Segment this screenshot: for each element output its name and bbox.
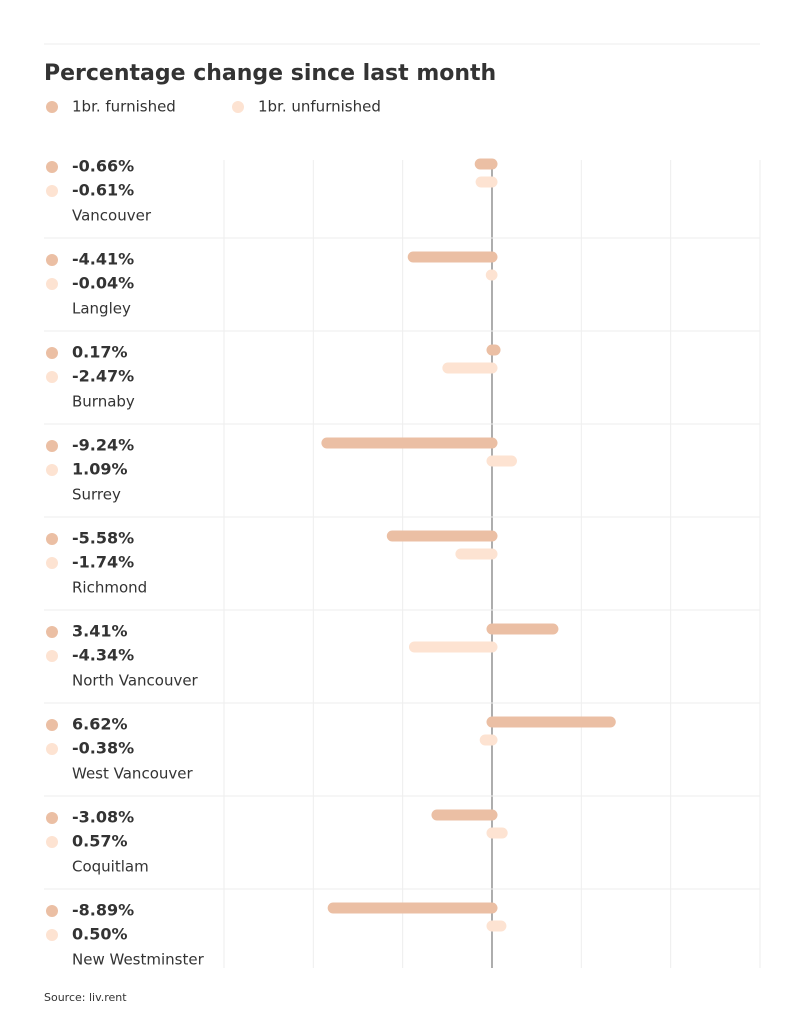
value-label: 3.41%: [72, 622, 128, 641]
category-label: North Vancouver: [72, 672, 199, 690]
legend-dot: [46, 836, 58, 848]
legend-dot: [46, 557, 58, 569]
source: Source: liv.rent: [44, 991, 127, 1004]
legend-dot: [46, 254, 58, 266]
legend-dot: [46, 278, 58, 290]
legend-dot: [46, 185, 58, 197]
value-label: 0.17%: [72, 343, 128, 362]
legend-dot: [46, 371, 58, 383]
category-label: Richmond: [72, 579, 147, 597]
legend-dot: [46, 161, 58, 173]
value-label: 6.62%: [72, 715, 128, 734]
value-label: 0.57%: [72, 832, 128, 851]
value-label: -4.34%: [72, 646, 134, 665]
legend-dot: [46, 347, 58, 359]
value-label: -0.38%: [72, 739, 134, 758]
category-label: Burnaby: [72, 393, 135, 411]
legend-dot: [46, 101, 58, 113]
value-label: -4.41%: [72, 250, 134, 269]
value-label: -2.47%: [72, 367, 134, 386]
legend-dot: [46, 464, 58, 476]
chart-title: Percentage change since last month: [44, 61, 496, 86]
legend-dot: [46, 929, 58, 941]
value-label: -8.89%: [72, 901, 134, 920]
category-label: Vancouver: [72, 207, 152, 225]
category-label: New Westminster: [72, 951, 205, 969]
legend-dot: [46, 743, 58, 755]
legend-dot: [46, 650, 58, 662]
legend-dot: [46, 533, 58, 545]
legend-dot: [46, 719, 58, 731]
legend-dot: [46, 812, 58, 824]
value-label: 0.50%: [72, 925, 128, 944]
legend-dot: [46, 626, 58, 638]
category-label: West Vancouver: [72, 765, 193, 783]
value-label: -0.66%: [72, 157, 134, 176]
legend-dot: [46, 905, 58, 917]
value-label: -0.04%: [72, 274, 134, 293]
legend-label: 1br. furnished: [72, 98, 176, 116]
value-label: 1.09%: [72, 460, 128, 479]
legend-dot: [46, 440, 58, 452]
legend-label: 1br. unfurnished: [258, 98, 381, 116]
value-label: -9.24%: [72, 436, 134, 455]
value-label: -3.08%: [72, 808, 134, 827]
category-label: Langley: [72, 300, 131, 318]
value-label: -5.58%: [72, 529, 134, 548]
category-label: Coquitlam: [72, 858, 149, 876]
value-label: -0.61%: [72, 181, 134, 200]
value-label: -1.74%: [72, 553, 134, 572]
category-label: Surrey: [72, 486, 121, 504]
legend-dot: [232, 101, 244, 113]
